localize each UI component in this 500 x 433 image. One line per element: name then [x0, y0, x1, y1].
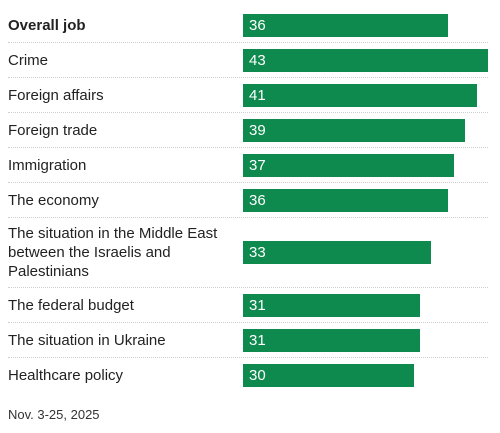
category-label: The economy — [8, 191, 99, 209]
chart-row: The situation in Ukraine 31 — [0, 323, 500, 358]
category-label: The situation in Ukraine — [8, 331, 166, 349]
chart-row: Healthcare policy 30 — [0, 358, 500, 393]
category-label: Immigration — [8, 156, 87, 174]
bar-value-label: 36 — [249, 192, 266, 209]
category-label: Foreign affairs — [8, 86, 104, 104]
row-divider — [8, 357, 488, 358]
bar: 31 — [243, 329, 420, 352]
bar-value-label: 31 — [249, 332, 266, 349]
chart-row: Immigration 37 — [0, 148, 500, 183]
bar: 36 — [243, 189, 448, 212]
bar-value-label: 36 — [249, 17, 266, 34]
bar: 36 — [243, 14, 448, 37]
row-divider — [8, 147, 488, 148]
bar: 30 — [243, 364, 414, 387]
bar-value-label: 37 — [249, 157, 266, 174]
chart-row: Foreign affairs 41 — [0, 78, 500, 113]
bar: 41 — [243, 84, 477, 107]
category-label: Overall job — [8, 16, 86, 34]
bar-value-label: 41 — [249, 87, 266, 104]
bar: 37 — [243, 154, 454, 177]
row-divider — [8, 77, 488, 78]
chart-row: The federal budget 31 — [0, 288, 500, 323]
bar-value-label: 43 — [249, 52, 266, 69]
bar: 33 — [243, 241, 431, 264]
date-footnote: Nov. 3-25, 2025 — [8, 407, 100, 422]
row-divider — [8, 42, 488, 43]
row-divider — [8, 287, 488, 288]
category-label: Foreign trade — [8, 121, 98, 139]
chart-row: Crime 43 — [0, 43, 500, 78]
bar-value-label: 33 — [249, 244, 266, 261]
category-label: The federal budget — [8, 296, 134, 314]
bar-value-label: 30 — [249, 367, 266, 384]
row-divider — [8, 112, 488, 113]
bar-chart: Overall job 36 Crime 43 Foreign affairs 41 For… — [0, 8, 500, 393]
category-label: Crime — [8, 51, 48, 69]
chart-row: The economy 36 — [0, 183, 500, 218]
category-label: The situation in the Middle East between… — [8, 225, 218, 280]
bar-value-label: 31 — [249, 297, 266, 314]
category-label: Healthcare policy — [8, 366, 124, 384]
bar: 39 — [243, 119, 465, 142]
chart-row: The situation in the Middle East between… — [0, 218, 500, 288]
row-divider — [8, 182, 488, 183]
row-divider — [8, 217, 488, 218]
bar-value-label: 39 — [249, 122, 266, 139]
bar: 31 — [243, 294, 420, 317]
chart-row: Foreign trade 39 — [0, 113, 500, 148]
chart-row: Overall job 36 — [0, 8, 500, 43]
bar: 43 — [243, 49, 488, 72]
row-divider — [8, 322, 488, 323]
